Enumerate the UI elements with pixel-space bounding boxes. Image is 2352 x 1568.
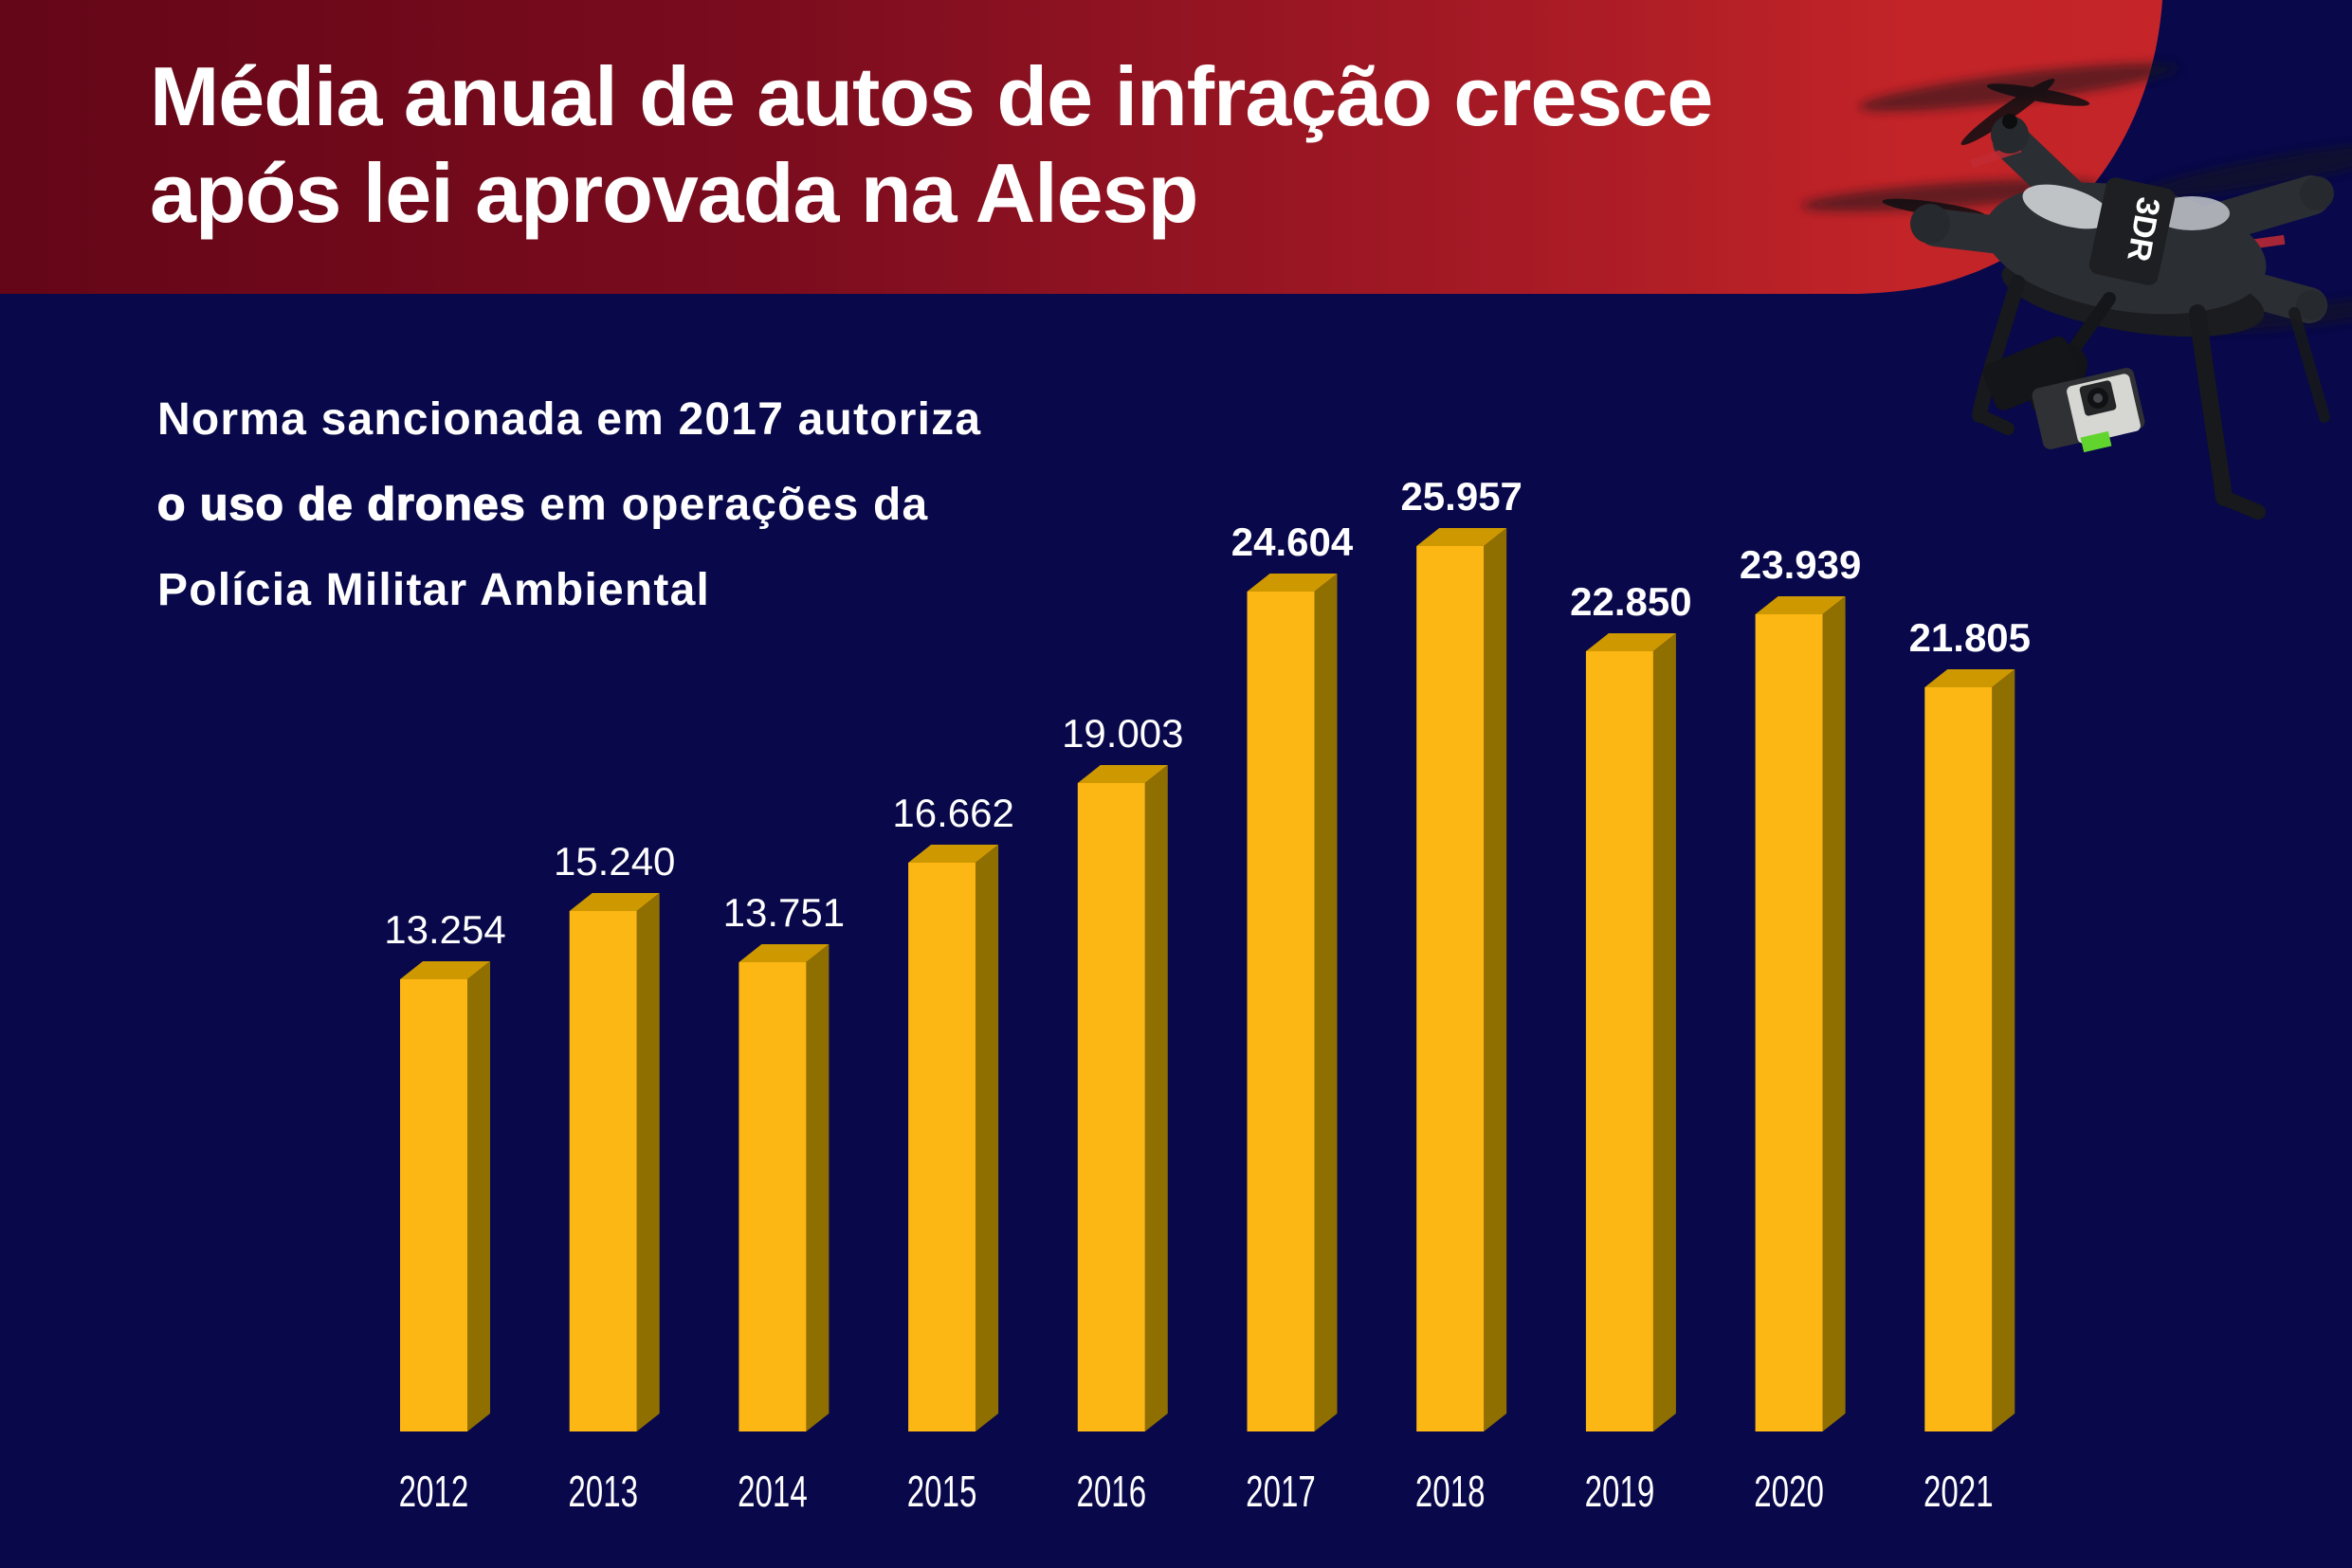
bar-2018: 25.957 2018 [1400, 474, 1522, 1516]
bar-year-label: 2015 [907, 1468, 977, 1516]
page-title-line2: após lei aprovada na Alesp [150, 146, 1198, 240]
bar-2021: 21.805 2021 [1909, 615, 2031, 1516]
chart-subtitle: Norma sancionada em 2017 autoriza o uso … [156, 377, 982, 633]
bar-side-face [1314, 574, 1338, 1431]
bar-top-face [738, 944, 830, 962]
bar-value-label: 22.850 [1570, 579, 1691, 624]
bar-2013: 15.240 2013 [554, 839, 675, 1516]
drone-legs [1972, 275, 2330, 520]
bar-side-face [1144, 765, 1168, 1431]
drone-camera-gimbal [1982, 292, 2145, 453]
bar-top-face [569, 893, 660, 911]
subtitle-line2: o uso de drones em operações da [156, 463, 981, 548]
bar-year-label: 2020 [1754, 1468, 1824, 1516]
drone-top-plate [2088, 177, 2176, 285]
subtitle-line2-rest: em operações da [525, 480, 929, 530]
bar-top-face [1247, 574, 1338, 592]
bar-front-face [569, 911, 637, 1431]
bar-side-face [1992, 669, 2015, 1431]
bar-front-face [1077, 783, 1145, 1431]
bar-value-label: 21.805 [1909, 615, 2031, 660]
bar-top-face [908, 845, 999, 863]
drone-canopy-silver-left [2022, 184, 2111, 229]
bar-top-face [1416, 528, 1507, 546]
bar-front-face [1755, 614, 1823, 1431]
drone-motors [1910, 114, 2334, 320]
bar-chart: 13.254 2012 15.240 2013 13.751 2014 16.662 2015… [384, 474, 2031, 1516]
bar-2015: 16.662 2015 [892, 791, 1013, 1516]
bar-2020: 23.939 2020 [1740, 542, 1861, 1516]
bar-side-face [636, 893, 660, 1431]
bar-top-face [1755, 596, 1846, 614]
page-title: Média anual de autos de infração cresce … [150, 48, 1713, 242]
page-title-line1: Média anual de autos de infração cresce [150, 49, 1713, 143]
bar-top-face [1077, 765, 1168, 783]
bar-value-label: 13.254 [384, 907, 505, 952]
header-banner-shape [0, 0, 2162, 294]
bar-year-label: 2013 [568, 1468, 638, 1516]
bar-front-face [908, 863, 976, 1431]
bar-top-face [1924, 669, 2015, 687]
bar-side-face [1652, 633, 1676, 1431]
bar-value-label: 25.957 [1400, 474, 1522, 519]
gopro-green-tab [2080, 430, 2112, 453]
bar-front-face [1416, 546, 1485, 1431]
subtitle-line2-emphasis: o uso de drones [156, 479, 526, 531]
bar-value-label: 23.939 [1740, 542, 1861, 587]
bar-value-label: 15.240 [554, 839, 675, 884]
bar-year-label: 2012 [399, 1468, 469, 1516]
bar-value-label: 24.604 [1231, 520, 1354, 564]
subtitle-line1: Norma sancionada em 2017 autoriza [157, 394, 982, 445]
bar-2017: 24.604 2017 [1231, 520, 1354, 1516]
bar-side-face [806, 944, 830, 1431]
bar-top-face [400, 961, 490, 979]
bar-year-label: 2014 [738, 1468, 808, 1516]
subtitle-line3: Polícia Militar Ambiental [157, 565, 711, 615]
bar-side-face [1822, 596, 1846, 1431]
bar-year-label: 2021 [1924, 1468, 1994, 1516]
bar-side-face [975, 845, 999, 1431]
bar-2012: 13.254 2012 [384, 907, 505, 1516]
bar-year-label: 2017 [1246, 1468, 1316, 1516]
bar-year-label: 2016 [1076, 1468, 1146, 1516]
bar-year-label: 2019 [1585, 1468, 1655, 1516]
bar-2019: 22.850 2019 [1570, 579, 1691, 1516]
bar-front-face [1585, 651, 1653, 1431]
drone-illustration: 3DR [1801, 63, 2352, 520]
bar-value-label: 13.751 [723, 890, 845, 935]
bar-front-face [1247, 592, 1315, 1431]
bar-2014: 13.751 2014 [723, 890, 845, 1516]
bar-year-label: 2018 [1415, 1468, 1486, 1516]
bar-front-face [1924, 687, 1993, 1431]
bar-side-face [1484, 528, 1507, 1431]
bar-2016: 19.003 2016 [1062, 711, 1183, 1516]
bar-front-face [400, 979, 467, 1431]
bar-value-label: 16.662 [892, 791, 1013, 835]
bar-value-label: 19.003 [1062, 711, 1183, 756]
bar-top-face [1585, 633, 1676, 651]
bar-side-face [467, 961, 490, 1431]
bar-front-face [738, 962, 807, 1431]
